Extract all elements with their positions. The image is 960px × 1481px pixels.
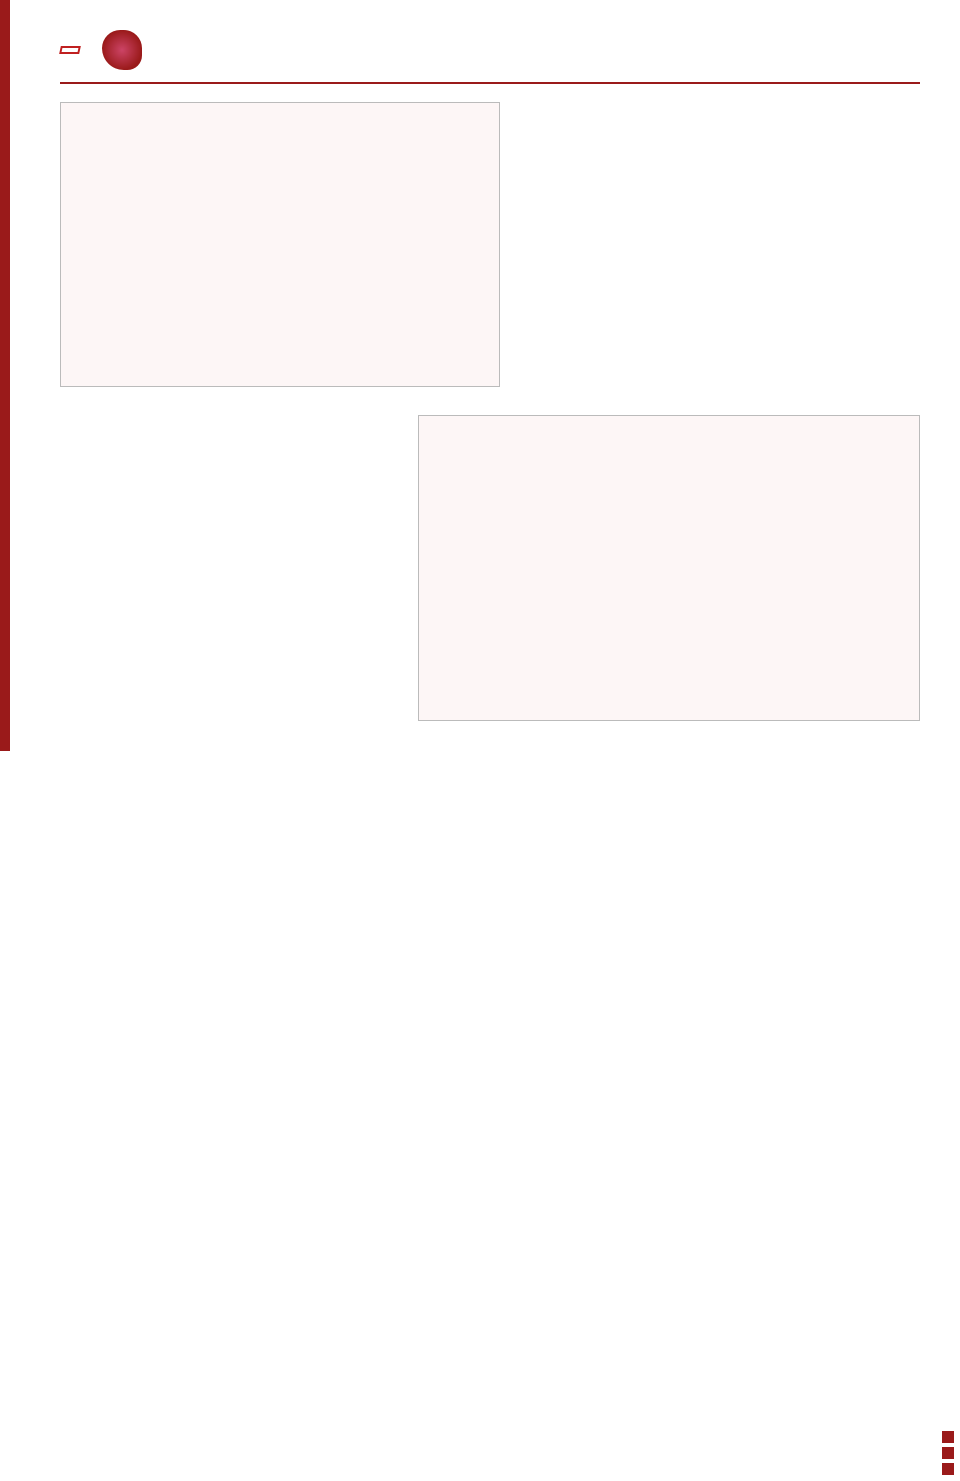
- footer-decor: [942, 1431, 954, 1475]
- chart1-container: [60, 102, 500, 387]
- chart2-svg: [427, 426, 911, 716]
- mammut-logo: [98, 30, 142, 70]
- chart1-svg: [69, 113, 491, 382]
- section1-side: [518, 102, 920, 106]
- chart2-container: [418, 415, 920, 721]
- logo-group: [60, 30, 142, 70]
- remix-logo: [59, 46, 81, 54]
- header: [60, 30, 920, 84]
- section2-side: [60, 415, 400, 419]
- mammut-icon: [102, 30, 142, 70]
